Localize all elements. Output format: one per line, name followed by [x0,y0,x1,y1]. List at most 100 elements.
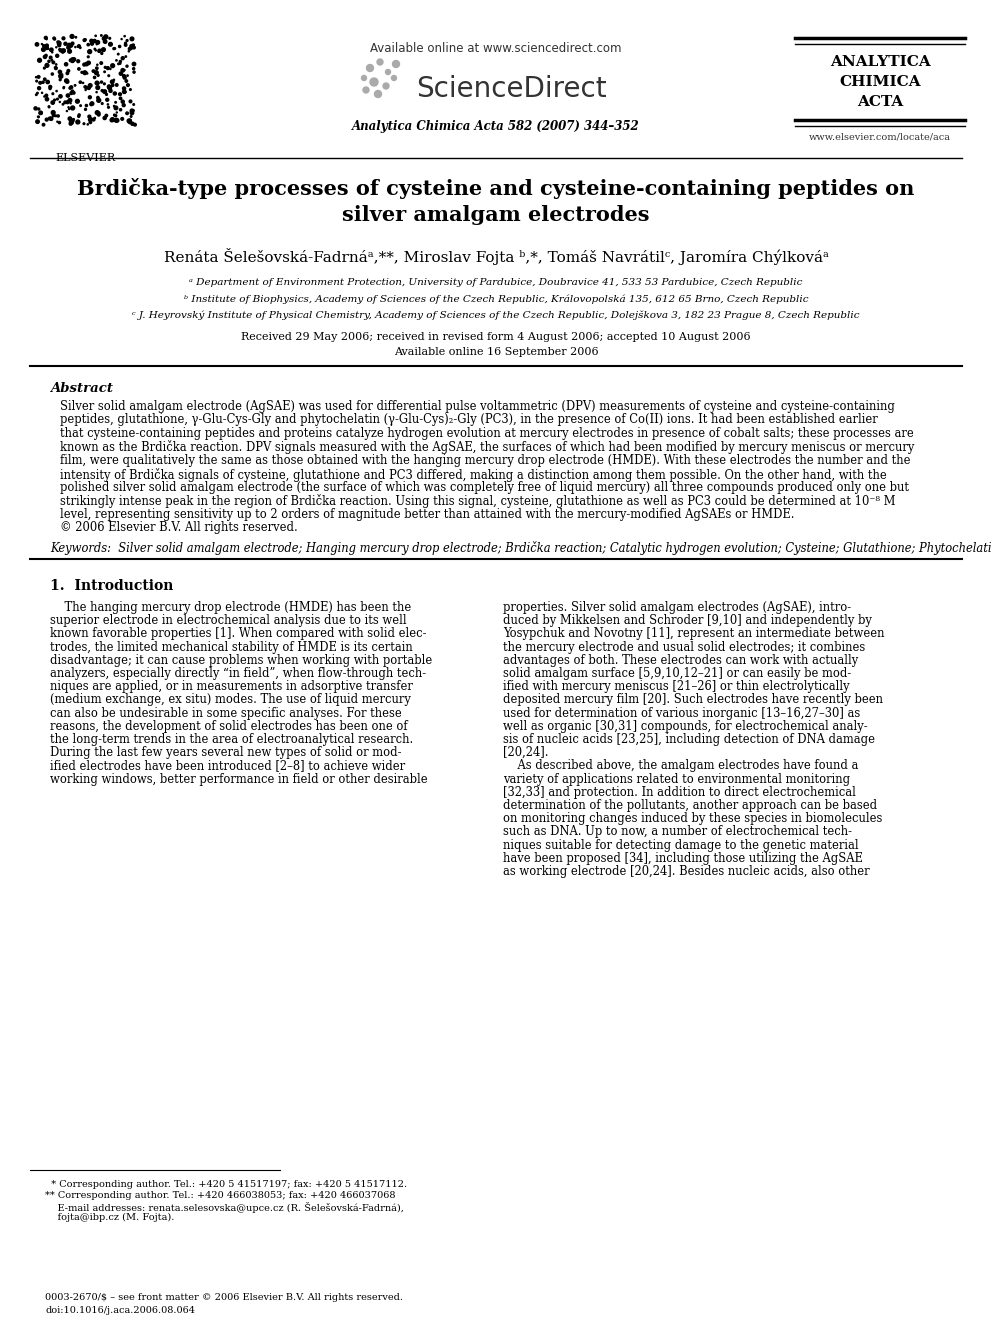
Circle shape [130,37,134,41]
Text: ified with mercury meniscus [21–26] or thin electrolytically: ified with mercury meniscus [21–26] or t… [503,680,849,693]
Circle shape [58,115,60,116]
Text: niques are applied, or in measurements in adsorptive transfer: niques are applied, or in measurements i… [50,680,413,693]
Circle shape [77,115,79,118]
Circle shape [44,67,46,69]
Circle shape [90,42,93,45]
Circle shape [123,74,125,78]
Text: strikingly intense peak in the region of Brdička reaction. Using this signal, cy: strikingly intense peak in the region of… [60,495,896,508]
Circle shape [45,36,48,40]
Circle shape [95,67,98,69]
Circle shape [130,111,134,115]
Circle shape [93,77,95,78]
Text: ᶜ J. Heyrovský Institute of Physical Chemistry, Academy of Sciences of the Czech: ᶜ J. Heyrovský Institute of Physical Che… [132,310,860,319]
Circle shape [45,64,49,67]
Circle shape [57,98,59,101]
Circle shape [68,98,71,102]
Circle shape [106,98,109,102]
Circle shape [38,87,41,90]
Circle shape [45,94,48,97]
Text: www.elsevier.com/locate/aca: www.elsevier.com/locate/aca [809,134,951,142]
Circle shape [383,83,389,89]
Circle shape [94,70,98,74]
Text: the mercury electrode and usual solid electrodes; it combines: the mercury electrode and usual solid el… [503,640,865,654]
Circle shape [117,53,119,54]
Circle shape [79,81,81,83]
Circle shape [73,119,74,120]
Text: disadvantage; it can cause problems when working with portable: disadvantage; it can cause problems when… [50,654,433,667]
Circle shape [66,71,68,74]
Text: Received 29 May 2006; received in revised form 4 August 2006; accepted 10 August: Received 29 May 2006; received in revise… [241,332,751,343]
Circle shape [64,79,68,82]
Text: E-mail addresses: renata.selesovska@upce.cz (R. Šelešovská-Fadrná),: E-mail addresses: renata.selesovska@upce… [45,1203,404,1213]
Circle shape [81,71,82,73]
Circle shape [126,112,128,115]
Circle shape [46,98,49,101]
Circle shape [121,118,124,120]
Circle shape [116,60,117,61]
Circle shape [52,73,54,75]
Circle shape [95,71,97,74]
Circle shape [71,90,73,93]
Circle shape [69,86,72,89]
Text: superior electrode in electrochemical analysis due to its well: superior electrode in electrochemical an… [50,614,407,627]
Text: reasons, the development of solid electrodes has been one of: reasons, the development of solid electr… [50,720,408,733]
Circle shape [54,99,56,101]
Circle shape [74,85,75,86]
Text: © 2006 Elsevier B.V. All rights reserved.: © 2006 Elsevier B.V. All rights reserved… [60,521,298,534]
Circle shape [96,41,99,44]
Circle shape [78,114,80,116]
Circle shape [83,123,84,124]
Circle shape [70,91,72,94]
Circle shape [77,45,80,48]
Circle shape [70,58,73,61]
Text: sis of nucleic acids [23,25], including detection of DNA damage: sis of nucleic acids [23,25], including … [503,733,875,746]
Circle shape [36,120,40,123]
Circle shape [101,90,103,91]
Circle shape [392,75,397,81]
Text: ᵇ Institute of Biophysics, Academy of Sciences of the Czech Republic, Královopol: ᵇ Institute of Biophysics, Academy of Sc… [184,294,808,303]
Circle shape [76,60,79,62]
Circle shape [107,85,111,89]
Circle shape [88,119,90,120]
Circle shape [59,41,60,42]
Text: advantages of both. These electrodes can work with actually: advantages of both. These electrodes can… [503,654,858,667]
Text: known as the Brdička reaction. DPV signals measured with the AgSAE, the surfaces: known as the Brdička reaction. DPV signa… [60,441,915,455]
Circle shape [92,70,94,73]
Circle shape [133,67,135,70]
Text: deposited mercury film [20]. Such electrodes have recently been: deposited mercury film [20]. Such electr… [503,693,883,706]
Circle shape [111,85,114,86]
Text: solid amalgam surface [5,9,10,12–21] or can easily be mod-: solid amalgam surface [5,9,10,12–21] or … [503,667,851,680]
Circle shape [52,61,55,64]
Circle shape [54,38,56,40]
Circle shape [75,120,79,124]
Text: duced by Mikkelsen and Schroder [9,10] and independently by: duced by Mikkelsen and Schroder [9,10] a… [503,614,872,627]
Circle shape [129,119,131,122]
Circle shape [113,91,116,95]
Circle shape [123,87,126,90]
Circle shape [106,66,109,70]
Circle shape [69,123,72,126]
Circle shape [119,93,121,95]
Circle shape [82,64,85,66]
Circle shape [98,50,100,53]
Circle shape [111,118,114,122]
Circle shape [83,71,86,74]
Circle shape [59,70,62,74]
Circle shape [40,111,43,114]
Circle shape [53,114,55,116]
Circle shape [386,70,391,74]
Circle shape [127,75,128,77]
Circle shape [92,118,95,120]
Circle shape [34,107,37,110]
Circle shape [89,120,91,123]
Circle shape [62,50,63,53]
Circle shape [120,94,121,95]
Text: can also be undesirable in some specific analyses. For these: can also be undesirable in some specific… [50,706,402,720]
Circle shape [133,46,135,49]
Circle shape [46,44,49,48]
Circle shape [58,44,61,46]
Text: peptides, glutathione, γ-Glu-Cys-Gly and phytochelatin (γ-Glu-Cys)₂-Gly (PC3), i: peptides, glutathione, γ-Glu-Cys-Gly and… [60,414,878,426]
Circle shape [71,36,73,38]
Circle shape [128,120,132,123]
Circle shape [132,62,136,66]
